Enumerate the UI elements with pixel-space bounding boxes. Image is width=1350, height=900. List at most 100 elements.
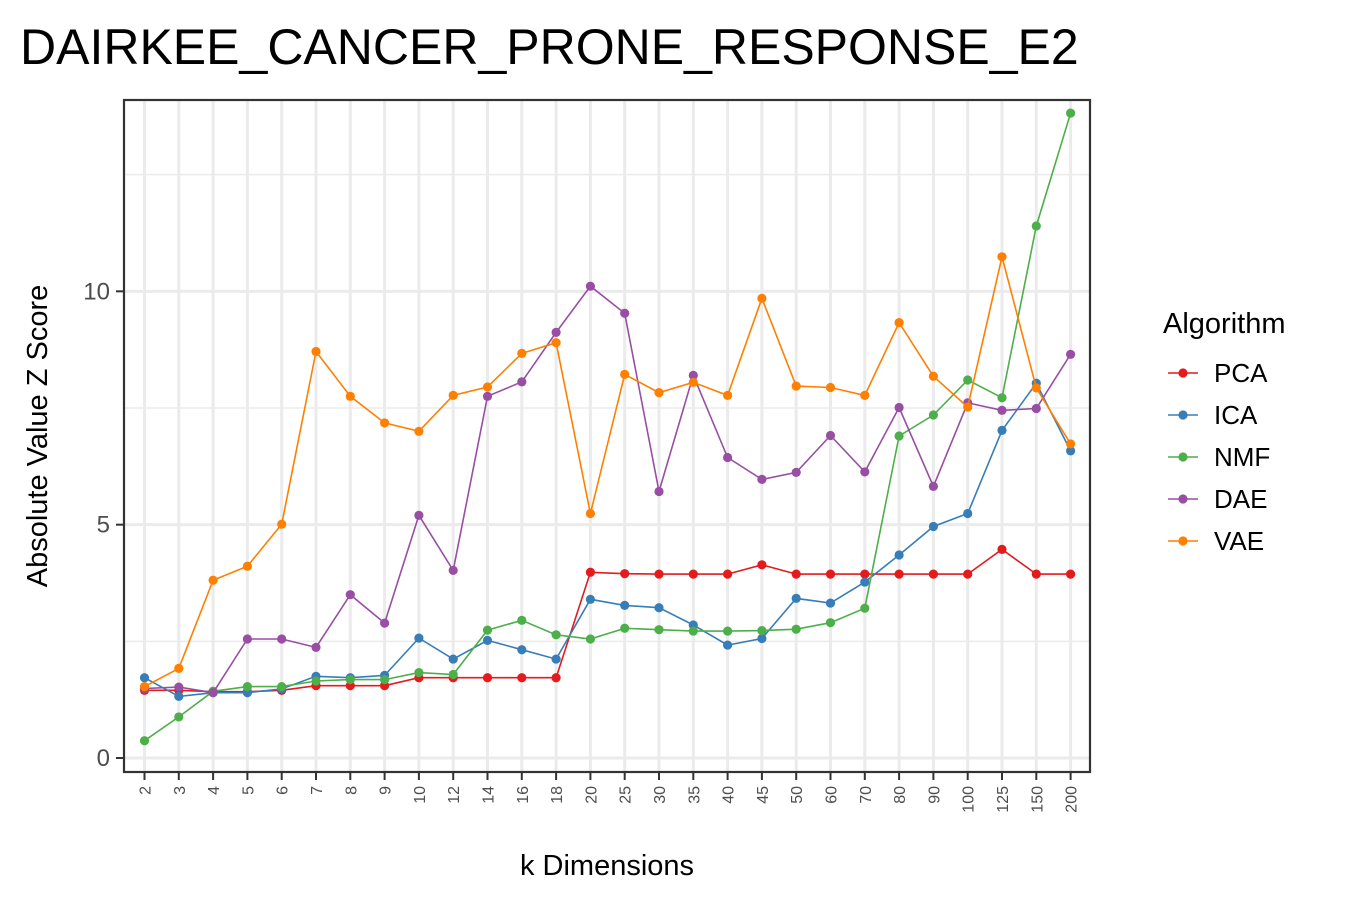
data-point-pca <box>963 569 973 579</box>
data-point-ica <box>757 633 767 644</box>
data-point-nmf <box>654 625 664 635</box>
data-point-pca <box>654 569 664 579</box>
data-point-nmf <box>723 626 733 636</box>
data-point-vae <box>1066 439 1076 449</box>
y-axis-title: Absolute Value Z Score <box>22 285 54 588</box>
data-point-ica <box>551 654 561 664</box>
data-point-pca <box>757 560 767 570</box>
data-point-dae <box>688 370 698 380</box>
data-point-pca <box>894 569 904 579</box>
data-point-nmf <box>174 712 184 722</box>
data-point-pca <box>551 673 561 683</box>
data-point-ica <box>1066 446 1076 456</box>
data-point-pca <box>1031 569 1041 579</box>
data-point-dae <box>620 308 630 318</box>
x-tick-label: 150 <box>1029 786 1046 813</box>
data-point-dae <box>654 486 664 497</box>
data-point-dae <box>482 391 493 401</box>
data-point-dae <box>448 565 458 576</box>
data-point-vae <box>1031 383 1041 393</box>
x-tick-label: 7 <box>309 786 326 795</box>
legend-label-vae: VAE <box>1214 526 1264 556</box>
plot-panel-border <box>122 98 1092 774</box>
data-point-vae <box>791 381 801 391</box>
series-line-ica <box>144 381 1072 698</box>
data-point-nmf <box>311 676 321 686</box>
data-point-dae <box>757 474 767 484</box>
data-point-vae <box>620 369 630 379</box>
legend: Algorithm PCA ICA NMF DAE VAE <box>1163 308 1286 556</box>
x-tick-label: 40 <box>721 786 738 804</box>
data-point-pca <box>688 569 698 579</box>
data-point-vae <box>825 382 836 393</box>
data-point-dae <box>1031 403 1041 414</box>
data-point-nmf <box>551 630 561 640</box>
data-point-dae <box>894 402 904 413</box>
x-tick-label: 90 <box>926 786 943 804</box>
data-point-vae <box>963 402 973 412</box>
data-point-vae <box>414 426 424 436</box>
data-point-nmf <box>825 618 836 628</box>
legend-label-ica: ICA <box>1214 400 1258 430</box>
data-point-nmf <box>1031 221 1041 231</box>
data-point-vae <box>654 388 664 398</box>
x-tick-label: 18 <box>549 786 566 804</box>
y-tick-label: 0 <box>97 745 110 772</box>
data-point-dae <box>860 467 870 477</box>
data-point-ica <box>139 673 150 683</box>
x-tick-label: 16 <box>515 786 532 804</box>
data-point-ica <box>723 640 733 650</box>
data-point-dae <box>723 452 733 463</box>
data-point-vae <box>997 252 1007 262</box>
data-point-vae <box>723 390 733 400</box>
x-tick-label: 45 <box>755 786 772 804</box>
data-point-dae <box>585 281 596 291</box>
data-point-pca <box>482 673 493 683</box>
x-tick-label: 20 <box>583 786 600 804</box>
data-point-ica <box>414 633 424 643</box>
data-point-vae <box>311 346 321 357</box>
series-layer <box>139 108 1076 746</box>
data-point-nmf <box>860 603 870 613</box>
legend-key-point-nmf <box>1178 452 1188 462</box>
data-point-dae <box>997 405 1007 415</box>
x-tick-label: 125 <box>995 786 1012 813</box>
data-point-ica <box>517 645 527 655</box>
data-point-nmf <box>242 682 252 692</box>
data-point-vae <box>174 663 184 674</box>
chart-title: DAIRKEE_CANCER_PRONE_RESPONSE_E2 <box>20 19 1079 75</box>
data-point-ica <box>825 598 836 608</box>
data-point-pca <box>585 567 596 577</box>
data-point-nmf <box>791 624 801 634</box>
x-axis-title: k Dimensions <box>520 850 694 882</box>
data-point-dae <box>928 481 939 491</box>
data-point-nmf <box>345 675 355 685</box>
series-line-pca <box>144 548 1071 693</box>
legend-label-dae: DAE <box>1214 484 1267 514</box>
data-point-vae <box>860 390 870 400</box>
series-line-vae <box>144 256 1072 688</box>
data-point-dae <box>791 467 801 477</box>
x-tick-label: 4 <box>206 786 223 795</box>
data-point-vae <box>894 318 904 328</box>
data-point-dae <box>208 688 218 698</box>
data-point-ica <box>448 654 458 664</box>
x-tick-label: 8 <box>343 786 360 795</box>
data-point-nmf <box>448 669 458 680</box>
data-point-ica <box>482 635 493 646</box>
data-point-vae <box>380 418 390 428</box>
data-point-nmf <box>963 375 973 385</box>
data-point-ica <box>928 521 939 532</box>
data-point-dae <box>414 510 424 520</box>
x-tick-label: 25 <box>618 786 635 804</box>
x-tick-label: 14 <box>481 786 498 804</box>
x-tick-label: 2 <box>138 786 155 795</box>
data-point-vae <box>585 508 596 519</box>
data-point-nmf <box>517 615 527 625</box>
y-tick-label: 5 <box>97 512 110 539</box>
data-point-nmf <box>139 736 150 746</box>
data-point-nmf <box>688 626 698 636</box>
data-point-ica <box>894 550 904 560</box>
data-point-dae <box>345 590 355 600</box>
